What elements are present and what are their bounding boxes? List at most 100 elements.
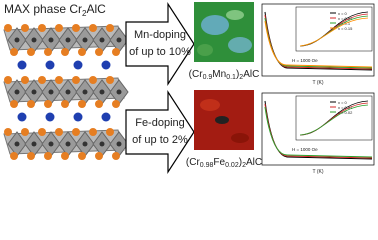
atom-cr: [78, 100, 86, 108]
atom-cr: [112, 100, 120, 108]
atom-c: [48, 141, 54, 147]
atom-al: [73, 112, 83, 122]
atom-c: [65, 37, 71, 43]
atom-cr: [78, 48, 86, 56]
atom-c: [14, 89, 20, 95]
atom-cr: [106, 128, 114, 136]
atom-al: [101, 112, 111, 122]
atom-cr: [27, 152, 35, 160]
atom-c: [82, 37, 88, 43]
atom-cr: [44, 100, 52, 108]
atom-cr: [106, 76, 114, 84]
hysteresis: [299, 104, 369, 136]
legend-entry: x = 0.05: [338, 16, 353, 21]
atom-al: [73, 60, 83, 70]
title: MAX phase Cr2AlC: [4, 2, 106, 18]
atom-cr: [27, 100, 35, 108]
arrow: [125, 1, 195, 87]
compound-formula: (Cr0.9Mn0.1)2AlC: [189, 69, 260, 81]
micrograph: [194, 2, 254, 62]
atom-cr: [72, 24, 80, 32]
atom-cr: [55, 76, 63, 84]
atom-cr: [95, 152, 103, 160]
hysteresis: [299, 17, 369, 47]
atom-al: [17, 112, 27, 122]
atom-cr: [4, 128, 12, 136]
atom-cr: [61, 48, 69, 56]
atom-cr: [21, 128, 29, 136]
compound-formula: (Cr0.98Fe0.02)2AlC: [186, 157, 262, 169]
atom-cr: [10, 100, 18, 108]
atom-cr: [10, 152, 18, 160]
atom-c: [31, 141, 37, 147]
atom-cr: [55, 128, 63, 136]
x-axis-label: T (K): [312, 80, 323, 86]
figure: MAX phase Cr2AlC Mn-doping of up to 10% …: [3, 1, 375, 175]
atom-cr: [72, 76, 80, 84]
arrow-text: of up to 10%: [129, 46, 191, 58]
atom-cr: [4, 24, 12, 32]
arrow-text: of up to 2%: [132, 134, 188, 146]
atom-cr: [27, 48, 35, 56]
graphic: MAX phase Cr2AlC Mn-doping of up to 10% …: [3, 1, 375, 175]
atom-cr: [44, 48, 52, 56]
atom-al: [17, 60, 27, 70]
atom-al: [101, 60, 111, 70]
atom-c: [48, 37, 54, 43]
atom-c: [31, 37, 37, 43]
legend-entry: x = 0.15: [338, 26, 353, 31]
atom-c: [99, 89, 105, 95]
atom-cr: [95, 100, 103, 108]
x-axis-label: T (K): [312, 169, 323, 175]
atom-c: [14, 141, 20, 147]
atom-cr: [10, 48, 18, 56]
atom-al: [45, 60, 55, 70]
atom-cr: [112, 152, 120, 160]
atom-cr: [21, 24, 29, 32]
atom-c: [116, 37, 122, 43]
atom-cr: [38, 76, 46, 84]
atom-cr: [89, 76, 97, 84]
atom-cr: [55, 24, 63, 32]
legend-entry: x = 0: [338, 11, 348, 16]
atom-cr: [38, 128, 46, 136]
legend-entry: x = 0.01: [338, 105, 353, 110]
atom-c: [116, 141, 122, 147]
atom-c: [116, 89, 122, 95]
field-label: H = 1000 Oe: [292, 147, 318, 152]
atom-c: [14, 37, 20, 43]
atom-al: [45, 112, 55, 122]
atom-cr: [61, 100, 69, 108]
arrow-text: Mn-doping: [134, 29, 186, 41]
atom-c: [31, 89, 37, 95]
atom-cr: [44, 152, 52, 160]
atom-cr: [78, 152, 86, 160]
atom-c: [82, 141, 88, 147]
atom-cr: [21, 76, 29, 84]
legend-entry: x = 0: [338, 100, 348, 105]
atom-c: [65, 141, 71, 147]
arrow: [125, 89, 195, 175]
atom-c: [99, 141, 105, 147]
atom-cr: [95, 48, 103, 56]
atom-cr: [112, 48, 120, 56]
atom-cr: [89, 128, 97, 136]
curve: [264, 106, 373, 158]
atom-cr: [61, 152, 69, 160]
arrow-text: Fe-doping: [135, 117, 185, 129]
atom-cr: [89, 24, 97, 32]
atom-c: [99, 37, 105, 43]
micrograph: [194, 90, 254, 150]
atom-c: [82, 89, 88, 95]
atom-cr: [72, 128, 80, 136]
plots: x = 0x = 0.05x = 0.1x = 0.15H = 1000 OeT…: [261, 3, 375, 175]
legend-entry: x = 0.02: [338, 110, 353, 115]
field-label: H = 1000 Oe: [292, 58, 318, 63]
atom-cr: [38, 24, 46, 32]
atom-cr: [4, 76, 12, 84]
atom-c: [65, 89, 71, 95]
atom-c: [48, 89, 54, 95]
curve: [264, 20, 373, 68]
atom-cr: [106, 24, 114, 32]
crystal-structure: [3, 24, 129, 160]
